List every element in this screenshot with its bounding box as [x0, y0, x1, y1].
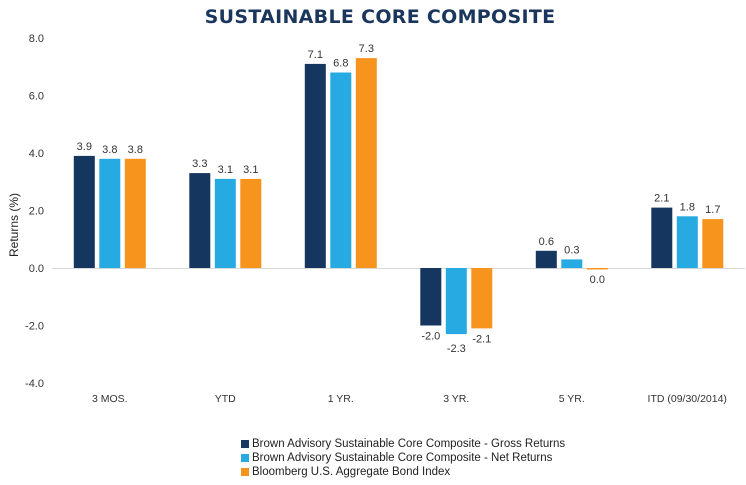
bar [73, 155, 95, 268]
legend: Brown Advisory Sustainable Core Composit… [241, 437, 565, 479]
y-tick-label: -2.0 [25, 321, 44, 333]
data-label: 3.3 [192, 158, 207, 170]
bar [99, 158, 121, 269]
x-tick-label: YTD [215, 393, 236, 405]
bar [651, 207, 673, 268]
legend-item-gross: Brown Advisory Sustainable Core Composit… [241, 437, 565, 451]
bar [535, 250, 557, 269]
data-label: 3.1 [243, 164, 258, 176]
legend-swatch-net [241, 454, 249, 462]
y-axis-label: Returns (%) [7, 193, 21, 257]
y-tick-label: 2.0 [29, 206, 44, 218]
data-label: 0.3 [564, 244, 579, 256]
y-tick-label: 8.0 [29, 33, 44, 45]
bar [355, 58, 377, 268]
y-axis-ticks: 8.0 6.0 4.0 2.0 0.0 -2.0 -4.0 [25, 33, 44, 390]
bar [445, 268, 467, 335]
data-label: 6.8 [333, 58, 348, 70]
bar [240, 178, 262, 268]
legend-label-index: Bloomberg U.S. Aggregate Bond Index [252, 466, 451, 478]
bar [189, 173, 211, 268]
x-tick-label: ITD (09/30/2014) [648, 393, 727, 405]
bar [304, 63, 326, 269]
legend-swatch-index [241, 468, 249, 476]
data-label: 3.8 [102, 144, 117, 156]
data-label: -2.3 [447, 343, 466, 355]
data-label: 1.7 [705, 204, 720, 216]
bars [73, 58, 724, 335]
legend-swatch-gross [241, 440, 249, 448]
bar [124, 158, 146, 269]
x-tick-label: 3 MOS. [92, 393, 128, 405]
data-label: 0.6 [539, 236, 554, 248]
bar [214, 178, 236, 268]
data-label: 0.0 [590, 274, 605, 286]
data-label: 1.8 [680, 201, 695, 213]
bar [676, 216, 698, 269]
x-tick-label: 1 YR. [328, 393, 354, 405]
bar [586, 268, 608, 270]
bar [702, 219, 724, 268]
chart-title: SUSTAINABLE CORE COMPOSITE [205, 6, 556, 28]
x-axis-categories: 3 MOS. YTD 1 YR. 3 YR. 5 YR. ITD (09/30/2014) [92, 393, 727, 405]
data-label: 3.9 [77, 141, 92, 153]
y-tick-label: 6.0 [29, 91, 44, 103]
x-tick-label: 5 YR. [559, 393, 585, 405]
y-tick-label: -4.0 [25, 378, 44, 390]
x-tick-label: 3 YR. [443, 393, 469, 405]
bar [330, 72, 352, 268]
y-tick-label: 4.0 [29, 148, 44, 160]
data-label: 2.1 [654, 193, 669, 205]
data-label: 7.3 [359, 43, 374, 55]
y-tick-label: 0.0 [29, 263, 44, 275]
data-label: -2.0 [421, 331, 440, 343]
bar [471, 268, 493, 329]
legend-item-net: Brown Advisory Sustainable Core Composit… [241, 451, 565, 465]
legend-item-index: Bloomberg U.S. Aggregate Bond Index [241, 465, 565, 479]
bar [561, 259, 583, 268]
data-labels: 3.9 3.8 3.8 3.3 3.1 3.1 7.1 6.8 7.3 -2.0 -2.3 -2.1 0… [77, 43, 721, 355]
legend-label-net: Brown Advisory Sustainable Core Composit… [252, 452, 553, 464]
bar [420, 268, 442, 326]
data-label: -2.1 [472, 333, 491, 345]
legend-label-gross: Brown Advisory Sustainable Core Composit… [252, 438, 566, 450]
data-label: 3.1 [218, 164, 233, 176]
data-label: 7.1 [308, 49, 323, 61]
data-label: 3.8 [128, 144, 143, 156]
